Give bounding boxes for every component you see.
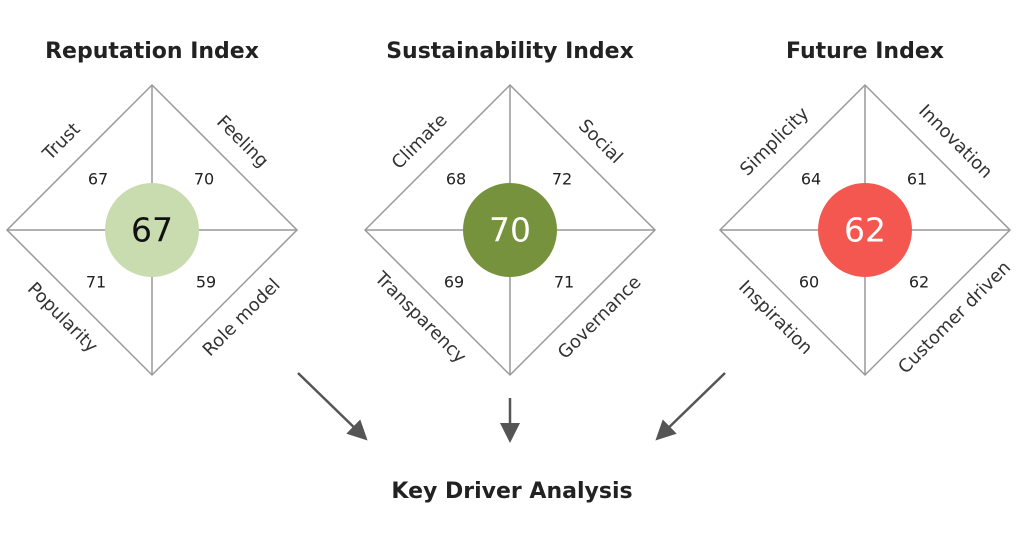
quadrant-value: 70	[194, 170, 214, 189]
score-circle	[105, 183, 199, 277]
arrow	[297, 372, 368, 441]
quadrant-label: Trust	[38, 119, 84, 165]
quadrant-value: 72	[552, 170, 572, 189]
quadrant-value: 69	[444, 273, 464, 292]
score: 62	[844, 211, 886, 250]
quadrant-value: 60	[799, 273, 819, 292]
score: 67	[131, 211, 173, 250]
score-circle	[463, 183, 557, 277]
quadrant-label: Feeling	[212, 111, 272, 171]
quadrant-value: 61	[907, 170, 927, 189]
quadrant-value: 68	[446, 170, 466, 189]
score: 70	[489, 211, 531, 250]
footer: Key Driver Analysis	[391, 479, 632, 504]
quadrant-value: 71	[554, 273, 574, 292]
index-title: Sustainability Index	[386, 39, 634, 64]
quadrant-value: 71	[86, 273, 106, 292]
arrow	[655, 372, 726, 441]
index-title: Reputation Index	[45, 39, 259, 64]
index-title: Future Index	[786, 39, 944, 64]
quadrant-label: Social	[574, 115, 627, 168]
quadrant-label: Climate	[388, 110, 452, 174]
quadrant-value: 59	[196, 273, 216, 292]
score-circle	[818, 183, 912, 277]
quadrant-value: 62	[909, 273, 929, 292]
quadrant-value: 67	[88, 170, 108, 189]
quadrant-value: 64	[801, 170, 821, 189]
